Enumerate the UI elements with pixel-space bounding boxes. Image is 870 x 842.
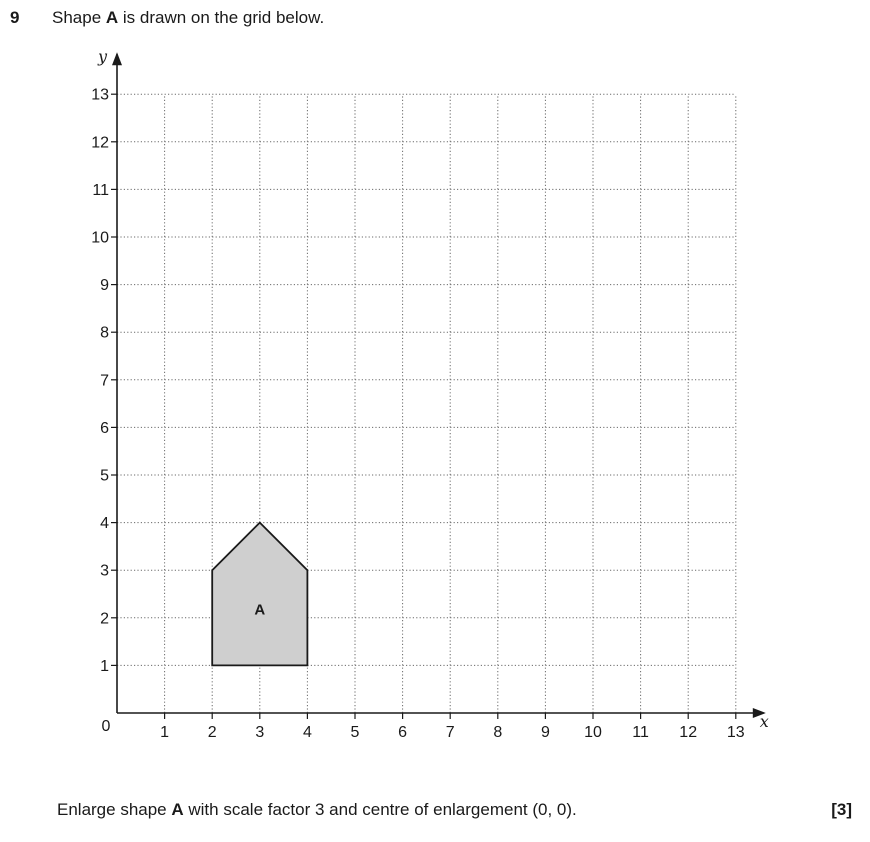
task-instruction: Enlarge shape A with scale factor 3 and … (57, 800, 577, 820)
x-tick-label: 5 (351, 724, 360, 741)
stem-text-after: is drawn on the grid below. (118, 8, 325, 27)
y-tick-label: 6 (100, 420, 109, 437)
stem-shape-name: A (105, 8, 119, 27)
y-tick-label: 4 (100, 515, 109, 532)
marks-label: [3] (831, 800, 852, 819)
grid-lines (117, 93, 737, 713)
x-tick-label: 12 (679, 724, 697, 741)
x-tick-label: 8 (493, 724, 502, 741)
task-text-after: with scale factor 3 and centre of enlarg… (183, 800, 577, 819)
y-tick-label: 5 (100, 468, 109, 485)
y-tick-label: 1 (100, 658, 109, 675)
y-tick-label: 11 (92, 182, 109, 199)
y-axis-arrow-icon (112, 52, 122, 66)
x-tick-label: 3 (255, 724, 264, 741)
y-tick-label: 2 (100, 610, 109, 627)
x-tick-label: 11 (632, 724, 649, 741)
x-tick-label: 10 (584, 724, 602, 741)
y-tick-label: 13 (91, 87, 109, 104)
y-tick-label: 9 (100, 277, 109, 294)
x-axis-label: x (760, 712, 769, 731)
task-shape-name: A (171, 800, 184, 819)
question-number: 9 (10, 8, 20, 27)
y-tick-label: 3 (100, 563, 109, 580)
x-tick-label: 4 (303, 724, 312, 741)
y-axis-label: y (97, 47, 108, 66)
shape-a-polygon[interactable] (211, 521, 309, 667)
y-tick-label: 7 (100, 372, 109, 389)
shape-a-label: A (254, 601, 265, 618)
axes: x y 0 (97, 47, 769, 735)
x-tick-label: 6 (398, 724, 407, 741)
x-tick-label: 13 (727, 724, 745, 741)
x-axis-arrow-icon (752, 708, 766, 718)
x-tick-label: 1 (160, 724, 169, 741)
shape-a[interactable]: A (211, 521, 309, 667)
origin-label: 0 (102, 718, 111, 735)
task-text-before: Enlarge shape (57, 800, 172, 819)
x-tick-label: 7 (446, 724, 455, 741)
x-tick-label: 9 (541, 724, 550, 741)
x-tick-label: 2 (208, 724, 217, 741)
y-tick-label: 10 (91, 230, 109, 247)
y-tick-label: 8 (100, 325, 109, 342)
y-tick-label: 12 (91, 134, 109, 151)
stem-text-before: Shape (52, 8, 106, 27)
question-stem: Shape A is drawn on the grid below. (52, 8, 324, 28)
